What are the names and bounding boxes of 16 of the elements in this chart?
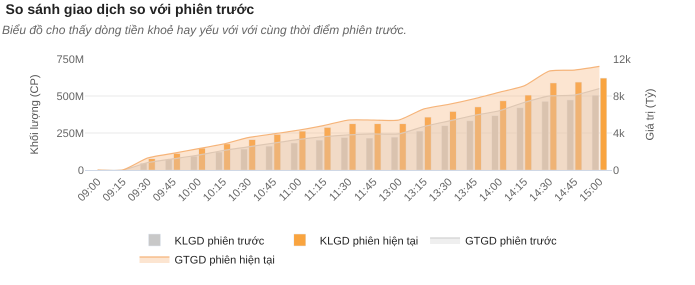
y2-tick-label: 0 xyxy=(613,164,620,177)
y-tick-label: 750M xyxy=(56,54,84,66)
y2-tick-label: 8k xyxy=(613,90,626,103)
y2-tick-label: 12k xyxy=(613,54,632,66)
legend-label: KLGD phiên hiện tại xyxy=(320,235,418,248)
y2-tick-label: 4k xyxy=(613,128,626,140)
chart-title: So sánh giao dịch so với phiên trước xyxy=(6,1,254,18)
y-tick-label: 0 xyxy=(78,164,84,177)
legend-label: GTGD phiên trước xyxy=(465,235,558,248)
y-axis-title: Khối lượng (CP) xyxy=(29,74,42,154)
chart-subtitle: Biểu đồ cho thấy dòng tiền khoẻ hay yếu với với cùng thời điểm phiên trước. xyxy=(2,23,407,37)
y-tick-label: 500M xyxy=(56,90,84,103)
y-tick-label: 250M xyxy=(56,128,84,140)
y2-axis-title: Giá trị (Tỷ) xyxy=(644,88,656,140)
legend-label: KLGD phiên trước xyxy=(174,235,265,248)
legend-label: GTGD phiên hiện tại xyxy=(174,254,275,266)
